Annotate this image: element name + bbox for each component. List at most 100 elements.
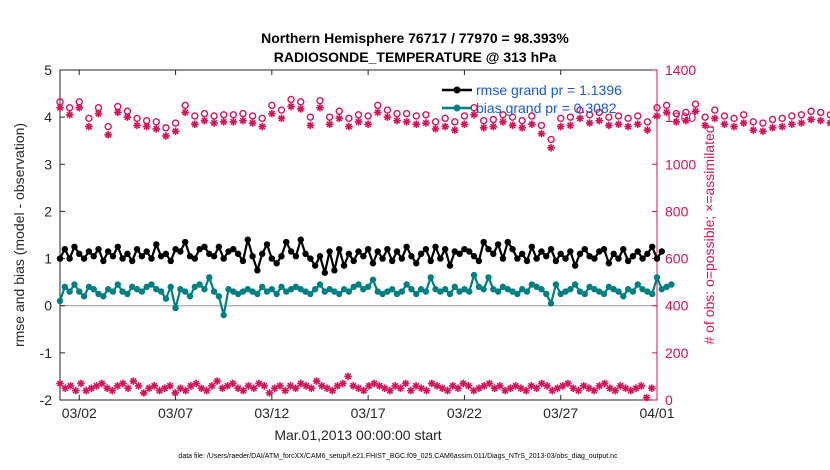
bottom-marker-point [134, 382, 143, 390]
obs-possible-point [162, 124, 170, 132]
obs-assimilated-point [701, 121, 709, 130]
obs-possible-point [239, 109, 247, 118]
obs-possible-point [248, 112, 257, 120]
rmse-point [345, 250, 353, 258]
obs-assimilated-point [248, 119, 257, 127]
bottom-marker-point [386, 386, 394, 395]
bias-point [345, 288, 353, 295]
obs-assimilated-point [104, 131, 112, 139]
bottom-marker-point [422, 386, 431, 395]
obs-possible-point [624, 114, 632, 123]
obs-assimilated-point [393, 116, 401, 125]
rmse-point [157, 253, 165, 260]
obs-assimilated-point [672, 118, 681, 126]
obs-assimilated-point [624, 122, 632, 131]
bias-point [509, 288, 516, 295]
obs-possible-point [672, 109, 680, 118]
bias-point [668, 281, 675, 288]
obs-possible-point [614, 112, 623, 120]
rmse-point [475, 257, 483, 265]
rmse-point [85, 248, 93, 255]
rmse-point [254, 267, 261, 274]
rmse-point [350, 257, 357, 265]
bottom-marker-point [166, 382, 174, 390]
y-axis-label-right: # of obs: o=possible; ×=assimilated [701, 125, 717, 344]
obs-assimilated-point [633, 120, 642, 129]
obs-assimilated-point [412, 120, 421, 129]
bias-point [499, 283, 507, 291]
rmse-point [302, 250, 309, 258]
x-tick-label: 03/07 [158, 405, 193, 421]
rmse-point [109, 253, 117, 260]
obs-assimilated-point [123, 113, 132, 121]
rmse-point [268, 255, 276, 262]
rmse-point [225, 248, 232, 255]
bottom-marker-point [454, 384, 462, 393]
bias-point [254, 290, 261, 298]
bias-point [648, 290, 656, 298]
bottom-marker-point [328, 386, 337, 395]
bias-point [576, 288, 584, 295]
obs-assimilated-point [277, 114, 286, 123]
obs-possible-point [807, 107, 815, 115]
bias-point [523, 288, 531, 295]
rmse-point [490, 250, 497, 258]
rmse-point [104, 248, 112, 255]
rmse-point [485, 245, 492, 253]
rmse-point [80, 255, 88, 262]
bias-point [129, 283, 136, 291]
bias-point [157, 288, 165, 295]
rmse-point [278, 253, 285, 260]
bias-point [143, 283, 150, 291]
obs-possible-point [133, 114, 141, 123]
bias-point [292, 283, 300, 291]
y-tick-label-left: 1 [44, 251, 52, 267]
rmse-point [273, 260, 280, 267]
bottom-marker-point [150, 382, 159, 390]
bottom-marker-point [124, 384, 132, 393]
rmse-point [244, 236, 251, 243]
obs-possible-point [720, 112, 729, 120]
bias-point [441, 286, 449, 293]
bias-point [547, 300, 555, 307]
series-bottom-markers [56, 372, 656, 402]
rmse-point [95, 245, 102, 253]
obs-possible-point [325, 113, 334, 121]
bottom-marker-point [407, 386, 415, 395]
bottom-marker-point [108, 386, 117, 395]
x-axis: 03/02 03/07 03/12 03/17 03/22 03/27 04/01 [62, 70, 675, 421]
bias-point [360, 286, 367, 293]
bias-point [629, 288, 637, 295]
obs-possible-point [682, 108, 690, 117]
bias-point [80, 293, 88, 300]
obs-assimilated-point [566, 121, 575, 130]
obs-assimilated-point [152, 125, 161, 133]
bottom-marker-point [139, 389, 148, 397]
bottom-marker-point [485, 379, 494, 388]
rmse-point [230, 245, 237, 253]
bias-point [427, 274, 434, 281]
rmse-point [124, 250, 131, 258]
obs-possible-point [778, 114, 786, 123]
obs-possible-point [634, 112, 642, 120]
obs-possible-point [422, 111, 430, 119]
obs-possible-point [508, 113, 517, 121]
bottom-marker-point [312, 377, 321, 385]
rmse-point [191, 255, 199, 262]
bias-point [181, 288, 189, 295]
obs-assimilated-point [431, 125, 440, 133]
obs-assimilated-point [528, 120, 536, 129]
x-tick-label: 04/01 [639, 405, 674, 421]
bias-point [316, 281, 324, 288]
rmse-point [71, 243, 78, 250]
y-tick-label-right: 600 [665, 251, 689, 267]
obs-assimilated-point [797, 119, 806, 127]
bias-point [336, 290, 343, 298]
obs-possible-point [528, 112, 536, 120]
obs-assimilated-point [239, 116, 247, 125]
rmse-point [201, 243, 208, 250]
y-tick-label-right: 200 [665, 345, 689, 361]
bias-point [552, 281, 560, 288]
bias-point [446, 290, 454, 298]
